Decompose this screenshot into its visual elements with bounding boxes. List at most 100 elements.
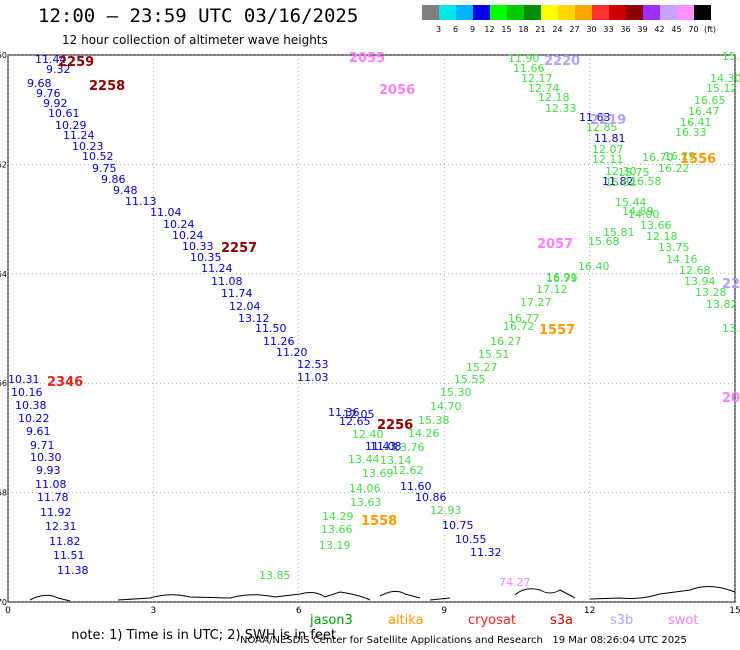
credit-line: NOAA/NESDIS Center for Satellite Applica… [240,635,687,646]
wave-height-value: 11.32 [470,546,502,559]
lon-tick-label: 0 [5,606,11,616]
wave-height-value: 16.65 [694,94,726,107]
pass-id-label: 2057 [537,237,573,252]
wave-height-value: 16.91 [546,271,578,284]
color-swatch [473,5,490,20]
color-swatch [422,5,439,20]
wave-height-value: 12.65 [339,415,371,428]
wave-height-value: 16.22 [658,162,690,175]
lon-tick-label: 9 [441,606,447,616]
wave-height-value: 11.38 [57,564,89,577]
wave-height-value: 13.82 [706,298,738,311]
color-swatch [660,5,677,20]
wave-height-value: 9.32 [46,63,71,76]
wave-height-value: 9.71 [30,439,55,452]
pass-id-label: 2219 [590,113,626,128]
color-swatch-label: 21 [535,25,546,34]
page-title: 12:00 – 23:59 UTC 03/16/2025 [38,5,359,27]
wave-height-value: 9.76 [36,87,61,100]
wave-height-value: 11.43 [365,440,397,453]
color-swatch [558,5,575,20]
color-swatch-label: 70 [688,25,699,34]
wave-height-value: 15.27 [466,361,498,374]
satellite-legend-item: cryosat [468,613,516,628]
wave-height-value: 12.18 [538,91,570,104]
wave-height-value: 13.63 [350,496,382,509]
pass-id-label: 74.27 [499,576,531,589]
wave-height-value: 16.40 [578,260,610,273]
map-frame [7,54,736,603]
wave-height-value: 13.76 [393,441,425,454]
map-grid [7,54,736,603]
wave-height-value: 16.41 [680,116,712,129]
color-swatch [575,5,592,20]
wave-height-value: 13.69 [362,467,394,480]
color-swatch [439,5,456,20]
wave-height-value: 12.68 [679,264,711,277]
note-prefix: note: 1) Time is in UTC; 2) SWH is in fe… [71,628,336,643]
color-swatch-label: 3 [435,25,442,34]
wave-height-value: 13.28 [695,286,727,299]
color-swatch-label: 9 [469,25,476,34]
wave-height-value: 9.68 [27,77,52,90]
wave-height-value: 10.30 [30,451,62,464]
wave-height-value: 10.24 [172,229,204,242]
color-swatch-label: 18 [518,25,529,34]
wave-height-value: 14.30 [710,72,740,85]
wave-height-value: 11.26 [263,335,295,348]
pass-id-label: 20 [722,391,740,406]
wave-height-value: 11.74 [221,287,253,300]
lat-tick-label: -70 [0,598,7,607]
wave-height-value: 13.85 [259,569,291,582]
wave-height-value: 12.30 [605,165,637,178]
coastline-path [29,586,736,602]
lat-tick-label: -62 [0,160,7,169]
lat-tick-label: -60 [0,51,7,60]
wave-height-value: 11.24 [63,129,95,142]
wave-height-value: 16.79 [546,272,578,285]
wave-height-value: 11.92 [40,506,72,519]
wave-height-value: 15.2 [722,50,740,63]
color-swatch-label: 33 [603,25,614,34]
coastline [29,586,736,602]
wave-height-value: 10.24 [163,218,195,231]
color-swatch-label: 24 [552,25,563,34]
wave-height-value: 12.93 [430,504,462,517]
wave-height-value: 15.51 [478,348,510,361]
pass-labels: 2259225822572256234620552056205722202219… [47,51,740,589]
wave-height-value: 11.78 [37,491,69,504]
wave-height-value: 9.75 [92,162,117,175]
wave-height-value: 16.58 [630,175,662,188]
wave-height-value: 10.16 [11,386,43,399]
color-swatch [677,5,694,20]
lat-tick-label: -66 [0,379,7,388]
wave-height-value: 12.04 [229,300,261,313]
wave-height-value: 11.04 [150,206,182,219]
pass-id-label: 2220 [544,54,580,69]
pass-id-label: 22 [722,277,740,292]
wave-height-value: 13.75 [658,241,690,254]
wave-height-value: 12.17 [521,72,553,85]
color-swatch [490,5,507,20]
wave-height-value: 10.61 [48,107,80,120]
wave-height-value: 10.23 [72,140,104,153]
wave-height-value: 14.29 [322,510,354,523]
wave-height-value: 10.22 [18,412,50,425]
satellite-legend-item: swot [668,613,699,628]
wave-height-value: 9.61 [26,425,51,438]
pass-id-label: 2259 [58,55,94,70]
wave-height-value: 11.20 [276,346,308,359]
pass-id-label: 2055 [349,51,385,66]
wave-height-value: 12.53 [297,358,329,371]
wave-height-value: 12.33 [545,102,577,115]
wave-height-value: 11.66 [513,62,545,75]
wave-height-value: 15.75 [618,166,650,179]
color-swatch-label: 30 [586,25,597,34]
wave-height-value: 11.13 [125,195,157,208]
wave-height-value: 15.44 [615,196,647,209]
wave-height-value: 10.52 [82,150,114,163]
wave-height-value: 10.75 [442,519,474,532]
satellite-legend-item: s3b [610,613,634,628]
footer-note: note: 1) Time is in UTC; 2) SWH is in fe… [63,613,336,643]
